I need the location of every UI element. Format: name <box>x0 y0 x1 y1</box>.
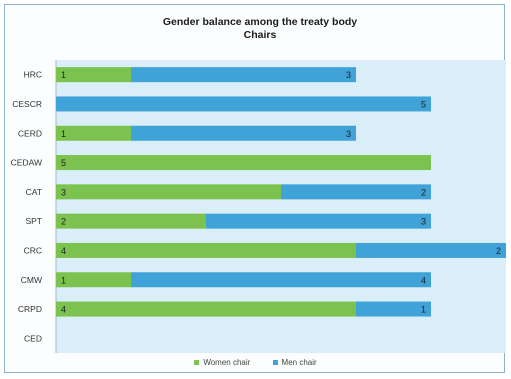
data-label: 1 <box>61 275 66 285</box>
chart-title-line-2: Chairs <box>243 29 277 41</box>
y-tick-label: CAT <box>26 187 42 197</box>
data-label: 3 <box>61 187 66 197</box>
y-tick-label: CERD <box>18 128 42 138</box>
bar-women <box>56 155 431 171</box>
data-label: 2 <box>61 217 66 227</box>
y-tick-label: HRC <box>24 70 42 80</box>
y-tick-label: CRPD <box>18 304 42 314</box>
bar-women <box>56 184 281 200</box>
data-label: 4 <box>61 305 66 315</box>
chart-title: Gender balance among the treaty body Cha… <box>100 16 420 42</box>
bar-women <box>56 125 131 141</box>
bar-women <box>56 301 356 317</box>
data-label: 2 <box>421 187 426 197</box>
y-tick-label: CMW <box>21 275 42 285</box>
chart-legend: Women chair Men chair <box>0 358 511 367</box>
data-label: 3 <box>346 129 351 139</box>
legend-item-men: Men chair <box>272 358 317 367</box>
bar-men <box>356 242 506 258</box>
chart-title-line-1: Gender balance among the treaty body <box>162 16 358 28</box>
bar-women <box>56 67 131 83</box>
bar-men <box>131 67 356 83</box>
legend-item-women: Women chair <box>194 358 250 367</box>
legend-label-men: Men chair <box>281 358 317 367</box>
data-label: 5 <box>61 158 66 168</box>
bar-men <box>131 272 431 288</box>
bar-men <box>131 125 356 141</box>
legend-swatch-women <box>194 360 200 365</box>
data-label: 5 <box>421 99 426 109</box>
bar-women <box>56 213 206 229</box>
data-label: 1 <box>421 305 426 315</box>
y-tick-label: CEDAW <box>11 158 42 168</box>
legend-label-women: Women chair <box>203 358 251 367</box>
bar-men <box>56 96 431 112</box>
data-label: 4 <box>421 275 426 285</box>
y-tick-label: CED <box>24 333 42 343</box>
y-tick-label: CRC <box>24 245 42 255</box>
bar-women <box>56 242 356 258</box>
bar-men <box>206 213 431 229</box>
data-label: 1 <box>61 129 66 139</box>
bar-women <box>56 272 131 288</box>
bar-men <box>281 184 431 200</box>
y-tick-label: CESCR <box>12 99 42 109</box>
bar-men <box>356 301 431 317</box>
y-tick-label: SPT <box>25 216 42 226</box>
data-label: 4 <box>61 246 66 256</box>
data-label: 2 <box>496 246 501 256</box>
data-label: 3 <box>421 217 426 227</box>
legend-swatch-men <box>272 360 278 365</box>
data-label: 3 <box>346 70 351 80</box>
data-label: 1 <box>61 70 66 80</box>
